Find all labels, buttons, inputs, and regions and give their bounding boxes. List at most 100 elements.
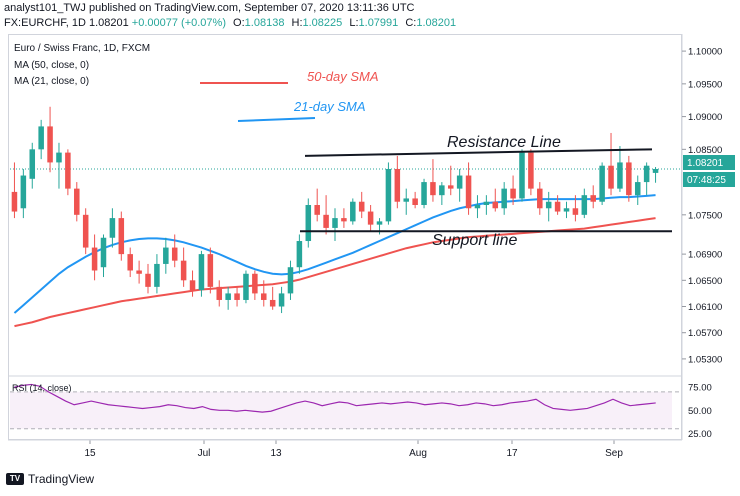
legend-title: Euro / Swiss Franc, 1D, FXCM (14, 43, 150, 54)
candle-layer (11, 106, 659, 314)
candle (109, 208, 116, 248)
y-tick-label: 1.08500 (688, 145, 722, 156)
candle-body (528, 152, 534, 189)
candle-body (643, 165, 650, 183)
candle-body (519, 152, 525, 199)
rsi-legend: RSI (14, close) (12, 383, 72, 393)
candle (341, 208, 347, 228)
candle-body (376, 221, 383, 225)
y-tick-label: 1.09500 (688, 79, 722, 90)
y-tick-label: 1.07500 (688, 210, 722, 221)
candle (243, 270, 249, 304)
candle-body (537, 188, 543, 209)
footer-brand[interactable]: TV TradingView (6, 472, 94, 486)
price-badge: 1.08201 (687, 158, 724, 169)
candle-body (91, 247, 98, 271)
candle-body (323, 214, 329, 228)
footer-brand-label: TradingView (28, 472, 95, 486)
symbol-label: FX:EURCHF, 1D (4, 17, 86, 29)
candle-body (510, 188, 516, 199)
y-tick-label: 1.10000 (688, 47, 722, 58)
candle (581, 188, 588, 219)
candle (323, 195, 329, 235)
y-tick-label: 1.06900 (688, 250, 722, 261)
y-tick-label: 1.05300 (688, 354, 722, 365)
candle (501, 182, 507, 215)
candle-body (74, 188, 80, 215)
trend-lines-layer (300, 148, 672, 233)
candle (403, 188, 409, 215)
candle (154, 254, 160, 294)
candle-body (617, 162, 623, 189)
candle-body (216, 286, 223, 300)
candle-body (145, 273, 151, 287)
candle (447, 165, 454, 196)
candle (118, 211, 125, 261)
candle-body (38, 126, 44, 150)
rsi-tick-label: 50.00 (688, 406, 712, 417)
candle-body (652, 168, 659, 173)
price-change: +0.00077 (+0.07%) (131, 17, 226, 29)
x-tick-label: Jul (198, 448, 211, 459)
candle (296, 234, 303, 274)
candle-body (474, 205, 481, 209)
candle-body (198, 254, 205, 291)
candle-body (243, 273, 249, 300)
candle-body (207, 254, 214, 287)
candle (171, 234, 178, 268)
candle (572, 195, 579, 222)
low-value: 1.07991 (358, 17, 399, 29)
candle-body (56, 152, 62, 163)
candle (163, 237, 169, 274)
resistance-label: Resistance Line (447, 134, 561, 151)
candle-body (163, 247, 169, 264)
candle-body (65, 152, 71, 189)
y-tick-label: 1.06100 (688, 302, 722, 313)
candle-body (261, 293, 267, 300)
candle (56, 142, 62, 189)
grid-layer (8, 34, 683, 440)
candle (65, 149, 71, 196)
candle-body (11, 191, 18, 212)
candle-body (394, 168, 401, 202)
candle-body (492, 201, 499, 209)
candle-body (29, 149, 36, 179)
candle (510, 175, 516, 205)
sma21-annotation: 21-day SMA (293, 99, 366, 114)
high-value: 1.08225 (302, 17, 343, 29)
candle (465, 162, 472, 215)
candle-body (225, 293, 231, 300)
candle-body (234, 293, 240, 300)
candle-body (189, 280, 196, 291)
candle (136, 260, 142, 284)
candle-body (545, 201, 552, 209)
candle (82, 208, 89, 255)
symbol-ohlc-line: FX:EURCHF, 1D 1.08201 +0.00077 (+0.07%) … (4, 17, 456, 29)
candle-body (367, 211, 374, 225)
close-value: 1.08201 (416, 17, 457, 29)
candle-body (590, 195, 596, 202)
support-label: Support line (432, 232, 517, 249)
candle (198, 250, 205, 297)
candle (617, 146, 623, 192)
rsi-band (10, 391, 672, 429)
candle-body (634, 182, 641, 196)
low-label: L: (349, 17, 359, 29)
y-tick-label: 1.09000 (688, 112, 722, 123)
candle-body (447, 185, 454, 189)
y-tick-label: 1.05700 (688, 328, 722, 339)
x-tick-label: 15 (84, 448, 96, 459)
candle-body (599, 165, 605, 202)
candle (430, 159, 436, 202)
candle-body (465, 175, 472, 209)
legend-ma21: MA (21, close, 0) (14, 76, 89, 87)
candle (74, 182, 80, 222)
candle (127, 247, 133, 278)
candle (421, 178, 427, 209)
candle (252, 270, 258, 300)
candle-body (171, 247, 178, 261)
x-tick-label: 17 (506, 448, 518, 459)
rsi-line (14, 383, 656, 413)
candle (234, 286, 240, 307)
